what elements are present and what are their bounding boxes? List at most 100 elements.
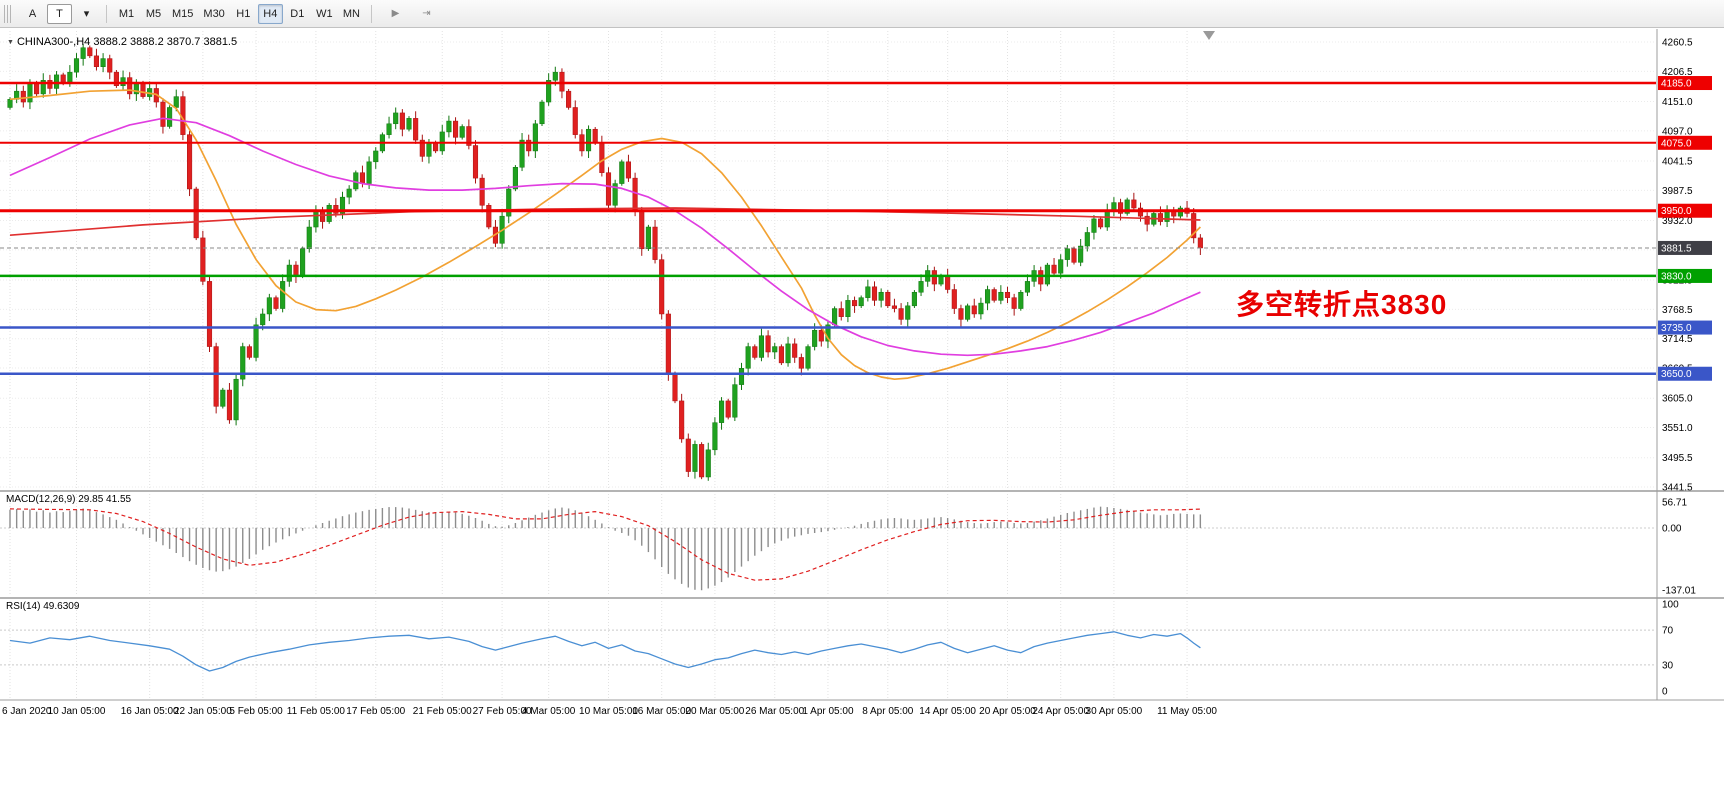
candle [865, 286, 871, 298]
time-axis-label[interactable]: 10 Jan 05:00 [48, 706, 106, 717]
candle [1118, 202, 1124, 214]
price-axis-label[interactable]: 3932.0 [1662, 216, 1693, 227]
price-axis-label[interactable]: 3714.5 [1662, 334, 1693, 345]
candle [1038, 270, 1044, 285]
candle [758, 335, 765, 358]
price-axis-label[interactable]: 3605.0 [1662, 394, 1693, 405]
text-tool-button[interactable]: T [47, 3, 72, 24]
time-axis-label[interactable]: 26 Mar 05:00 [745, 706, 804, 717]
chart-shift-icon[interactable]: ⇥ [414, 4, 439, 24]
timeframe-button-M1[interactable]: M1 [114, 4, 139, 24]
candle [393, 112, 399, 125]
candle [1084, 232, 1090, 247]
candle [34, 82, 40, 95]
time-axis-label[interactable]: 10 Mar 05:00 [579, 706, 638, 717]
chart-annotation-text[interactable]: 多空转折点3830 [1236, 289, 1448, 320]
timeframe-button-H4[interactable]: H4 [257, 3, 283, 24]
timeframe-button-H1[interactable]: H1 [231, 4, 256, 24]
candle [898, 308, 904, 320]
candle [1018, 291, 1024, 309]
candle [905, 305, 911, 320]
ma-medium-orange [9, 89, 1201, 381]
timeframe-button-M5[interactable]: M5 [141, 4, 166, 24]
candle [1191, 213, 1197, 239]
candle [685, 438, 691, 472]
candle [453, 120, 459, 138]
candle [406, 118, 412, 130]
macd-indicator-label: MACD(12,26,9) 29.85 41.55 [6, 494, 132, 505]
time-axis-label[interactable]: 20 Mar 05:00 [685, 706, 744, 717]
time-axis-label[interactable]: 1 Apr 05:00 [802, 706, 854, 717]
price-axis-label[interactable]: 3987.5 [1662, 186, 1693, 197]
candle [120, 77, 126, 86]
candle [240, 346, 246, 380]
candle [958, 308, 964, 320]
candle [812, 330, 818, 347]
time-axis-label[interactable]: 27 Feb 05:00 [473, 706, 532, 717]
candle [107, 58, 113, 73]
price-axis-label[interactable]: 4151.0 [1662, 97, 1693, 108]
chart-title: ▼ CHINA300-,H4 3888.2 3888.2 3870.7 3881.… [7, 36, 237, 48]
price-axis-label[interactable]: 3441.5 [1662, 483, 1693, 494]
candle [978, 302, 984, 315]
price-axis-label[interactable]: 4097.0 [1662, 126, 1693, 137]
candle [832, 308, 838, 326]
chart-shift-marker-icon[interactable] [1203, 31, 1215, 40]
price-axis-label[interactable]: 4206.5 [1662, 67, 1693, 78]
time-axis-label[interactable]: 11 Feb 05:00 [287, 706, 346, 717]
timeframe-button-M15[interactable]: M15 [168, 4, 197, 24]
time-axis-label[interactable]: 4 Mar 05:00 [522, 706, 576, 717]
timeframe-button-M30[interactable]: M30 [199, 4, 228, 24]
candle [765, 335, 771, 353]
price-axis-label[interactable]: 3551.0 [1662, 423, 1693, 434]
timeframe-button-MN[interactable]: MN [339, 4, 364, 24]
time-axis-label[interactable]: 8 Apr 05:00 [862, 706, 914, 717]
price-axis-label[interactable]: 3768.5 [1662, 305, 1693, 316]
time-axis-label[interactable]: 22 Jan 05:00 [174, 706, 232, 717]
time-axis-label[interactable]: 11 May 05:00 [1157, 706, 1217, 717]
candle [413, 118, 419, 141]
candle [1078, 245, 1084, 263]
time-axis-label[interactable]: 17 Feb 05:00 [346, 706, 405, 717]
price-axis-label[interactable]: 4041.5 [1662, 157, 1693, 168]
candle [127, 77, 133, 95]
candle [93, 55, 100, 67]
candle [1124, 199, 1130, 214]
candle [639, 210, 645, 250]
toolbar-grip[interactable] [4, 4, 13, 23]
time-axis-label[interactable]: 21 Feb 05:00 [413, 706, 472, 717]
time-axis-label[interactable]: 6 Jan 2020 [2, 706, 52, 717]
candle [326, 205, 332, 222]
time-axis-label[interactable]: 20 Apr 05:00 [979, 706, 1036, 717]
arrow-tool-button[interactable]: A [20, 4, 45, 24]
time-axis-label[interactable]: 16 Mar 05:00 [632, 706, 691, 717]
candle [486, 205, 492, 228]
candle [54, 74, 60, 89]
time-axis-label[interactable]: 30 Apr 05:00 [1086, 706, 1143, 717]
time-axis-label[interactable]: 14 Apr 05:00 [919, 706, 976, 717]
time-axis-label[interactable]: 16 Jan 05:00 [121, 706, 179, 717]
candle [871, 286, 878, 301]
candle [918, 281, 924, 293]
macd-axis-label: -137.01 [1662, 586, 1696, 597]
time-axis-label[interactable]: 5 Feb 05:00 [229, 706, 283, 717]
price-axis-label[interactable]: 4260.5 [1662, 38, 1693, 49]
tool-dropdown-button[interactable]: ▾ [74, 4, 99, 24]
price-axis-label[interactable]: 3495.5 [1662, 453, 1693, 464]
candle [719, 400, 725, 423]
auto-scroll-icon[interactable]: ▶ [383, 4, 408, 24]
candle [586, 128, 592, 152]
time-axis-label[interactable]: 24 Apr 05:00 [1032, 706, 1089, 717]
candle [173, 96, 179, 108]
candle [446, 120, 452, 133]
timeframe-button-D1[interactable]: D1 [285, 4, 310, 24]
candle [273, 297, 279, 309]
timeframe-button-W1[interactable]: W1 [312, 4, 337, 24]
candle [113, 71, 119, 86]
candle [246, 346, 252, 358]
candle [439, 131, 445, 152]
candle [592, 128, 598, 144]
candle [965, 305, 971, 320]
candle [838, 308, 844, 317]
